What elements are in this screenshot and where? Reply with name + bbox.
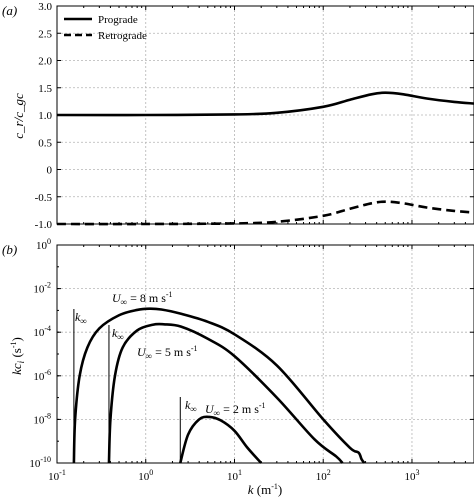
annot-k-inf-8: k∞	[75, 310, 87, 326]
panel-a-ytick-label: 2.5	[38, 28, 52, 40]
ytick-base: 10	[33, 327, 45, 339]
annot-u8-rest: = 8 m s	[127, 291, 166, 305]
ytick-exp: -6	[44, 368, 51, 377]
panel-a-ytick-label: 1.0	[38, 110, 52, 122]
panel-a-ytick-label: 0.5	[38, 137, 52, 149]
ytick-exp: -8	[44, 411, 51, 420]
annot-k-inf-2: k∞	[185, 398, 197, 414]
annot-u2-sub: ∞	[214, 408, 220, 418]
ytick-base: 10	[33, 284, 45, 296]
panel-a-label: (a)	[2, 3, 17, 18]
series-prograde	[56, 91, 474, 117]
xtick-exp: 2	[327, 468, 331, 477]
panel-b-ylabel-main: kc	[9, 363, 24, 375]
panel-a-ytick-label: 0	[47, 165, 53, 177]
xtick-base: 10	[227, 471, 239, 483]
legend-retrograde-label: Retrograde	[98, 30, 147, 42]
annot-u5-main: U	[137, 345, 147, 359]
panel-b-ylabel-sub: i	[16, 360, 26, 363]
panel-a-ticks: -1.0 -0.5 0 0.5 1.0 1.5 2.0 2.5 3.0	[35, 1, 474, 231]
panel-b-xlabel-k: k	[248, 482, 254, 497]
panel-b-xtick-label: 103	[404, 468, 419, 483]
panel-a-ytick-label: 2.0	[38, 56, 52, 68]
panel-b-xtick-label: 101	[227, 468, 242, 483]
panel-a-ytick-label: -1.0	[35, 219, 53, 231]
panel-b-xlabel-exp: -1	[271, 482, 278, 491]
panel-a: -1.0 -0.5 0 0.5 1.0 1.5 2.0 2.5 3.0 (a) c_r/c_gc…	[2, 1, 474, 231]
annot-u8-sub: ∞	[121, 297, 127, 307]
panel-a-ytick-label: -0.5	[35, 192, 53, 204]
annot-k5-sub: ∞	[117, 332, 123, 342]
panel-b-ytick-label: 10-8	[33, 411, 51, 426]
ytick-exp: 0	[47, 237, 51, 246]
panel-b-label: (b)	[2, 242, 17, 257]
annot-u8-main: U	[112, 291, 122, 305]
annot-k8-main: k	[75, 310, 81, 324]
panel-b-xlabel: k (m-1)	[248, 482, 283, 497]
legend-prograde-label: Prograde	[98, 14, 138, 26]
xtick-base: 10	[404, 471, 416, 483]
xtick-exp: -1	[59, 468, 66, 477]
xtick-base: 10	[48, 471, 60, 483]
panel-b-xtick-label: 100	[138, 468, 153, 483]
annot-k2-main: k	[185, 398, 191, 412]
annot-u-inf-2: U∞ = 2 m s-1	[205, 401, 266, 418]
annot-u5-sub: ∞	[146, 351, 152, 361]
xtick-base: 10	[316, 471, 328, 483]
panel-b-xlabel-close: )	[278, 482, 282, 497]
ytick-exp: -4	[44, 324, 51, 333]
xtick-exp: 1	[238, 468, 242, 477]
panel-b-xtick-label: 10-1	[48, 468, 66, 483]
annot-k5-main: k	[112, 326, 118, 340]
panel-b-ylabel: kci (s-1)	[9, 337, 26, 375]
ytick-exp: -2	[44, 281, 51, 290]
panel-b-grid	[57, 245, 474, 463]
annot-k2-sub: ∞	[190, 404, 196, 414]
annot-k8-sub: ∞	[80, 316, 86, 326]
annot-k-inf-5: k∞	[112, 326, 124, 342]
annot-u2-main: U	[205, 402, 215, 416]
growth-curve-u8	[72, 307, 366, 464]
panel-b-xlabel-main: (m	[254, 482, 272, 497]
xtick-exp: 0	[149, 468, 153, 477]
annot-u5-exp: -1	[191, 344, 198, 353]
ytick-base: 10	[29, 458, 41, 470]
growth-curve-u5	[107, 322, 344, 464]
xtick-exp: 3	[415, 468, 419, 477]
panel-a-ytick-label: 3.0	[38, 1, 52, 13]
panel-b-xtick-label: 102	[316, 468, 331, 483]
panel-b-ylabel-close: )	[9, 337, 24, 341]
panel-b-ytick-label: 10-10	[29, 455, 51, 470]
panel-b-ytick-label: 100	[36, 237, 51, 252]
xtick-base: 10	[138, 471, 150, 483]
panel-b-ytick-label: 10-6	[33, 368, 51, 383]
growth-curve-u2	[179, 415, 263, 464]
ytick-exp: -10	[40, 455, 51, 464]
panel-b-ylabel-exp: -1	[9, 341, 18, 348]
annot-u2-exp: -1	[259, 401, 266, 410]
annot-u8-exp: -1	[166, 290, 173, 299]
annot-u5-rest: = 5 m s	[152, 345, 191, 359]
panel-a-ytick-label: 1.5	[38, 83, 52, 95]
series-retrograde	[56, 200, 474, 226]
ytick-base: 10	[36, 240, 48, 252]
ytick-base: 10	[33, 414, 45, 426]
annot-u-inf-8: U∞ = 8 m s-1	[112, 290, 173, 307]
legend: Prograde Retrograde	[64, 14, 147, 42]
panel-b-ytick-label: 10-4	[33, 324, 51, 339]
panel-b: 10-1 100 101 102 10310-1010-810-610-410-2100…	[2, 237, 474, 497]
panel-a-ylabel: c_r/c_gc	[11, 93, 26, 139]
annot-u-inf-5: U∞ = 5 m s-1	[137, 344, 198, 361]
panel-b-ytick-label: 10-2	[33, 281, 51, 296]
ytick-base: 10	[33, 371, 45, 383]
annot-u2-rest: = 2 m s	[220, 402, 259, 416]
panel-a-series	[56, 91, 474, 226]
panel-b-series	[72, 307, 366, 464]
panel-b-ylabel-rest: (s	[9, 348, 24, 361]
